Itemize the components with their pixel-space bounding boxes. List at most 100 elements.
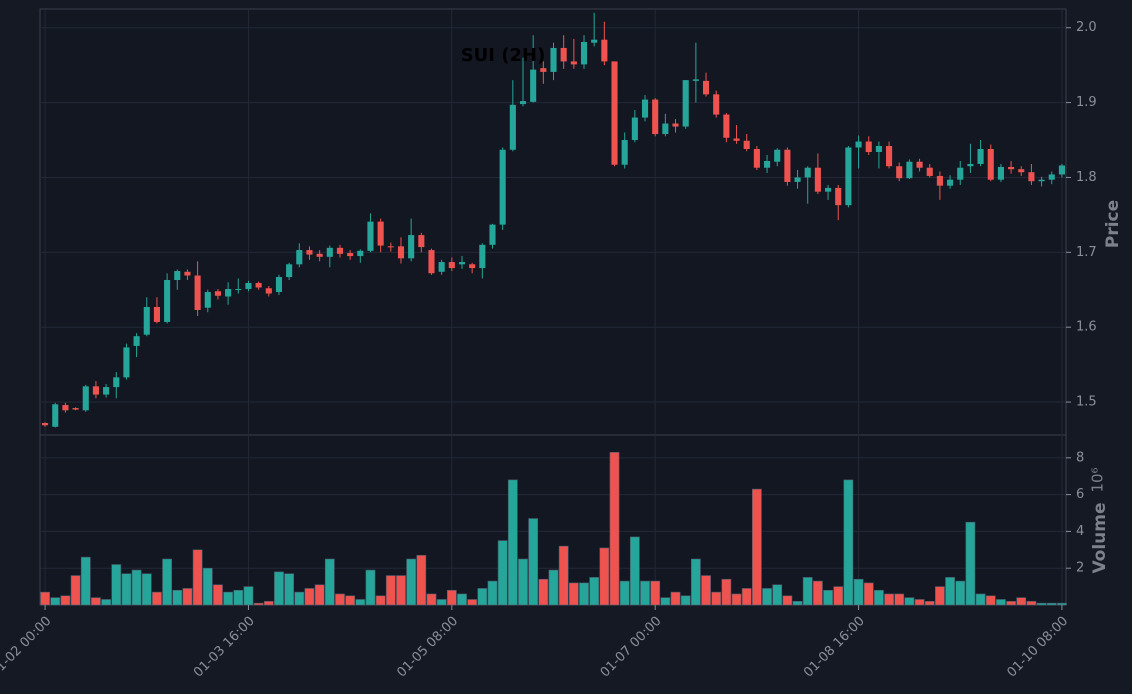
candle-body [387, 246, 394, 248]
candle-body [825, 187, 832, 192]
volume-tick-label: 8 [1076, 450, 1084, 465]
volume-bar [924, 601, 935, 606]
price-panel [39, 8, 1067, 436]
volume-bar [833, 586, 844, 606]
candle-body [1048, 174, 1055, 180]
volume-bar [355, 599, 366, 606]
candle-body [835, 187, 842, 206]
candle-body [936, 175, 943, 186]
candle-body [875, 146, 882, 152]
candle-body [306, 250, 313, 255]
candle-body [143, 306, 150, 335]
candle-body [184, 271, 191, 276]
candle-body [479, 244, 486, 269]
candle-body [947, 179, 954, 186]
candle-body [723, 114, 730, 138]
candle-body [560, 47, 567, 62]
volume-bar [467, 599, 478, 606]
volume-bar [416, 555, 427, 606]
volume-bar [192, 549, 203, 606]
volume-bar [548, 569, 559, 606]
candle-body [204, 292, 211, 308]
volume-bar [762, 588, 772, 606]
volume-bar [863, 582, 874, 606]
candle-body [641, 99, 649, 118]
volume-bar [935, 586, 945, 606]
volume-bar [843, 479, 854, 606]
volume-bar [965, 521, 976, 606]
volume-bar [152, 591, 162, 606]
candle-body [814, 167, 821, 192]
candle-body [377, 221, 384, 246]
candle-body [92, 386, 99, 395]
volume-multiplier: 10⁶ [1089, 467, 1107, 492]
volume-bar [629, 536, 640, 606]
volume-bar [609, 451, 620, 606]
candle-body [743, 140, 750, 150]
y-tick-label: 1.6 [1076, 320, 1097, 335]
chart-title: SUI (2H) [461, 45, 546, 66]
volume-bar [91, 597, 101, 606]
candle-body [275, 277, 283, 293]
volume-bar [589, 577, 600, 606]
candle-body [957, 167, 964, 180]
candle-body [286, 264, 293, 278]
volume-bar [446, 589, 457, 606]
volume-bar [304, 588, 315, 606]
candle-body [916, 161, 923, 168]
volume-tick-label: 2 [1076, 561, 1084, 576]
candle-body [601, 39, 608, 62]
volume-bar [101, 599, 111, 606]
candle-body [326, 247, 333, 257]
candle-body [774, 149, 781, 162]
candle-body [336, 247, 344, 254]
volume-bar [680, 595, 691, 606]
volume-bar [1016, 597, 1027, 606]
candle-body [235, 289, 242, 291]
volume-bar [507, 479, 518, 606]
candle-body [509, 104, 516, 150]
volume-bar [975, 593, 986, 606]
candle-body [519, 101, 527, 105]
volume-bar [477, 588, 488, 606]
candle-body [245, 283, 252, 290]
candle-body [530, 69, 537, 102]
volume-bar [406, 558, 417, 606]
volume-bar [80, 556, 91, 606]
volume-axis-label: Volume [1090, 502, 1110, 573]
volume-bar [996, 599, 1006, 606]
candle-body [103, 387, 110, 395]
candle-body [133, 336, 140, 346]
volume-bar [985, 595, 996, 606]
volume-bar [568, 582, 579, 606]
volume-bar [426, 593, 437, 606]
candle-body [621, 140, 628, 165]
volume-bar [802, 577, 813, 606]
volume-bar [772, 584, 783, 606]
volume-bar [914, 599, 925, 606]
candle-body [580, 41, 588, 65]
volume-bar [782, 595, 793, 606]
volume-bar [670, 591, 681, 606]
volume-bar [60, 595, 71, 606]
y-tick-label: 2.0 [1076, 20, 1097, 35]
candle-body [977, 149, 984, 164]
volume-bar [294, 591, 305, 606]
candle-body [997, 166, 1004, 180]
volume-bar [182, 588, 193, 606]
volume-bar [690, 558, 701, 606]
y-axis-label: Price [1103, 200, 1123, 248]
candle-body [225, 289, 232, 297]
candle-body [540, 68, 547, 72]
volume-bar [528, 518, 539, 606]
plot-layer [40, 9, 1067, 606]
y-tick-label: 1.5 [1076, 395, 1097, 410]
volume-bar [1026, 601, 1037, 606]
volume-bar [1006, 601, 1016, 606]
volume-bar [172, 589, 183, 606]
candle-body [357, 250, 364, 257]
candle-body [692, 79, 699, 81]
candle-body [174, 271, 181, 281]
candle-body [448, 262, 455, 269]
volume-bar [579, 582, 589, 606]
